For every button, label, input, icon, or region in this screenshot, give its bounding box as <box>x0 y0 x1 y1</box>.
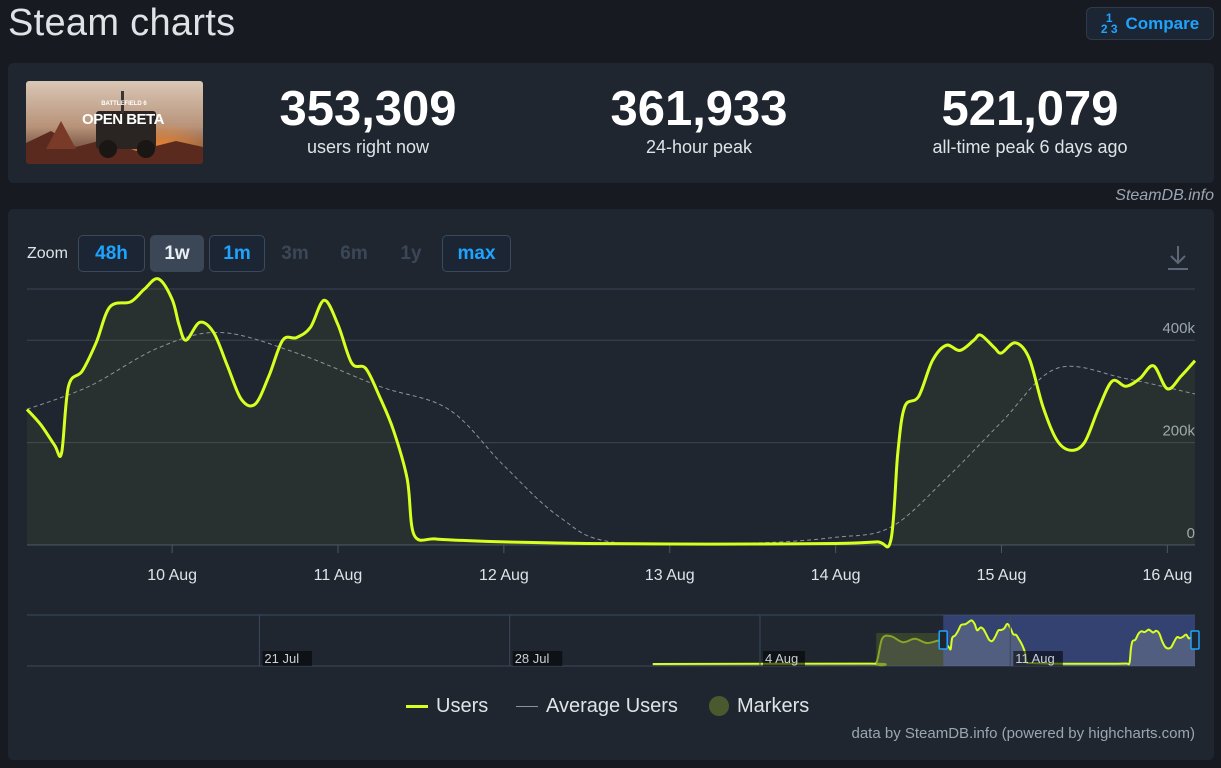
x-tick-label: 14 Aug <box>811 567 861 584</box>
stat-value: 353,309 <box>279 82 457 136</box>
y-tick-label: 400k <box>1162 320 1195 337</box>
navigator-tick-bg <box>762 651 805 666</box>
zoom-label: Zoom <box>27 245 68 262</box>
average-users-line <box>26 331 1196 546</box>
legend-label: Average Users <box>546 694 678 717</box>
y-tick-label: 0 <box>1187 525 1195 542</box>
stats-panel: BATTLEFIELD 6 OPEN BETA 353,309 users ri… <box>8 63 1214 183</box>
stat-all-time-peak: 521,079 all-time peak 6 days ago <box>870 81 1190 158</box>
legend-swatch-markers <box>709 696 729 716</box>
fraction-icon: 1 2 3 <box>1100 10 1118 36</box>
zoom-48h-button[interactable]: 48h <box>78 235 145 272</box>
navigator-tick-bg <box>1013 651 1063 666</box>
thumbnail-caption-main: OPEN BETA <box>82 111 164 128</box>
x-tick-label: 12 Aug <box>479 567 529 584</box>
x-tick-label: 13 Aug <box>645 567 695 584</box>
compare-label: Compare <box>1125 13 1200 33</box>
chart-legend: Users Average Users Markers <box>8 691 1214 721</box>
legend-item-average-users[interactable]: Average Users <box>516 691 678 721</box>
zoom-max-button[interactable]: max <box>442 235 511 272</box>
navigator-handle-left[interactable] <box>938 630 948 650</box>
legend-label: Markers <box>737 694 810 717</box>
x-tick-label: 10 Aug <box>147 567 197 584</box>
stat-label: 24-hour peak <box>645 137 753 157</box>
stat-current-users: 353,309 users right now <box>208 81 528 158</box>
stat-label: all-time peak 6 days ago <box>932 137 1128 157</box>
thumbnail-caption-top: BATTLEFIELD 6 <box>101 101 147 107</box>
x-tick-label: 15 Aug <box>977 567 1027 584</box>
zoom-1m-button[interactable]: 1m <box>209 235 265 272</box>
zoom-6m-button: 6m <box>340 242 368 264</box>
compare-button[interactable]: 1 2 3 Compare <box>1086 7 1214 40</box>
navigator-selection <box>943 615 1195 666</box>
navigator-tick-bg <box>512 651 563 666</box>
chart-panel: 0 200k 400k 10 Aug 11 Aug 12 Aug 13 Aug 14 Aug 1… <box>8 209 1214 760</box>
y-tick-label: 200k <box>1162 423 1195 440</box>
game-thumbnail-art <box>26 81 203 164</box>
stat-value: 521,079 <box>941 82 1119 136</box>
users-area <box>27 278 1195 547</box>
legend-item-users[interactable]: Users <box>406 691 488 721</box>
stat-label: users right now <box>306 137 430 157</box>
stat-value: 361,933 <box>610 82 788 136</box>
legend-label: Users <box>436 694 489 717</box>
zoom-3m-button: 3m <box>281 242 309 264</box>
stat-24h-peak: 361,933 24-hour peak <box>539 81 859 158</box>
navigator-tick-label: 11 Aug <box>1015 651 1055 666</box>
navigator-handle-right[interactable] <box>1190 630 1200 650</box>
zoom-1y-button: 1y <box>400 242 422 264</box>
legend-item-markers[interactable]: Markers <box>709 691 809 721</box>
users-line <box>25 277 1197 549</box>
game-thumbnail[interactable]: BATTLEFIELD 6 OPEN BETA <box>26 81 203 164</box>
navigator-marker-region <box>876 633 944 666</box>
navigator-tick-label: 21 Jul <box>264 651 299 666</box>
navigator-line <box>652 619 1196 667</box>
navigator-tick-label: 28 Jul <box>515 651 550 666</box>
download-icon[interactable] <box>1166 243 1190 273</box>
x-tick-label: 16 Aug <box>1142 567 1192 584</box>
navigator-tick-bg <box>262 651 313 666</box>
player-count-chart[interactable]: 0 200k 400k 10 Aug 11 Aug 12 Aug 13 Aug 14 Aug 1… <box>8 209 1214 760</box>
zoom-1w-button[interactable]: 1w <box>150 235 204 272</box>
page-title: Steam charts <box>8 2 236 44</box>
legend-swatch-users <box>406 704 428 708</box>
x-tick-label: 11 Aug <box>314 567 363 584</box>
steamdb-credit[interactable]: SteamDB.info <box>1115 187 1214 204</box>
legend-swatch-average <box>516 705 538 707</box>
compare-icon-bottom: 2 3 <box>1100 21 1118 36</box>
compare-icon-top: 1 <box>1105 10 1113 25</box>
highcharts-credit[interactable]: data by SteamDB.info (powered by highcha… <box>851 725 1196 742</box>
navigator-tick-label: 4 Aug <box>765 651 798 666</box>
